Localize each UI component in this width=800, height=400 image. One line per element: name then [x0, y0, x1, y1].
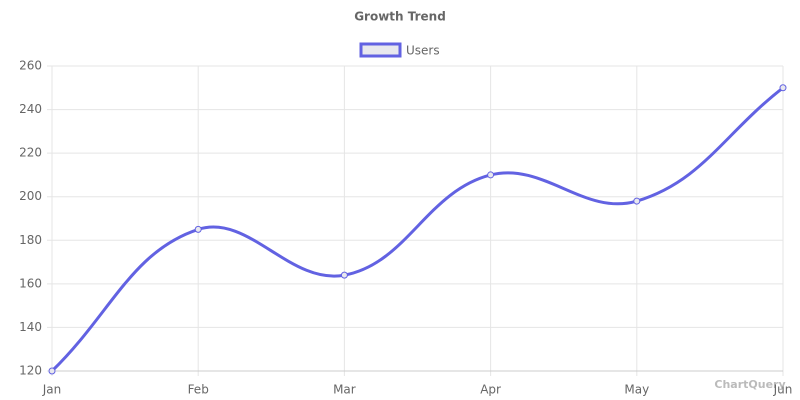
y-tick-label: 260 [19, 59, 42, 73]
line [50, 86, 784, 373]
y-tick-label: 160 [19, 276, 42, 290]
point [779, 84, 787, 92]
point [48, 367, 56, 375]
x-tick-label: Apr [480, 383, 501, 397]
point [340, 271, 348, 279]
point [487, 171, 495, 179]
y-tick-label: 240 [19, 102, 42, 116]
x-tick-label: Jun [773, 383, 793, 397]
y-tick-label: 140 [19, 320, 42, 334]
y-tick-label: 120 [19, 364, 42, 378]
chart-title: Growth Trend [354, 10, 446, 24]
y-tick-label: 200 [19, 189, 42, 203]
x-tick-label: Jan [42, 383, 62, 397]
x-tick-label: Feb [188, 383, 209, 397]
y-tick-label: 220 [19, 146, 42, 160]
legend-label: Users [406, 44, 440, 58]
x-tick-label: May [624, 383, 649, 397]
y-tick-label: 180 [19, 233, 42, 247]
watermark: ChartQuery [714, 378, 785, 391]
point [194, 225, 202, 233]
point [633, 197, 641, 205]
x-tick-label: Mar [333, 383, 356, 397]
legend-swatch [359, 42, 402, 58]
